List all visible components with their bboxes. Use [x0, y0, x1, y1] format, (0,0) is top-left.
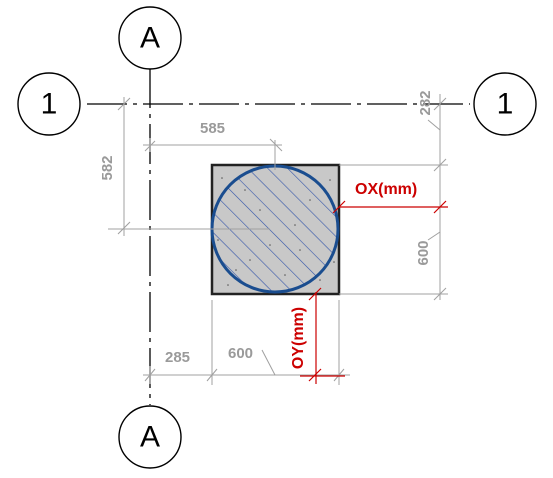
grid-label-1-right: 1: [497, 88, 514, 121]
dimension-right-chain: 282 600: [339, 90, 448, 301]
offset-ox: OX(mm): [332, 181, 448, 214]
dim-label-285: 285: [165, 349, 190, 366]
grid-bubble-a-top: A: [118, 6, 182, 70]
grid-label-a-top: A: [140, 22, 160, 55]
dim-label-582: 582: [99, 155, 116, 180]
column: [210, 163, 341, 296]
grid-bubble-1-right: 1: [473, 72, 537, 136]
grid-label-1-left: 1: [41, 88, 58, 121]
dimension-582: 582: [99, 97, 270, 236]
dim-label-600-horizontal: 600: [228, 345, 253, 362]
dimension-585: 585: [143, 120, 283, 170]
dim-label-600-vertical: 600: [415, 240, 432, 265]
grid-label-a-bottom: A: [140, 421, 160, 454]
ox-label: OX(mm): [355, 181, 417, 198]
oy-label: OY(mm): [290, 307, 307, 369]
grid-bubble-a-bottom: A: [118, 405, 182, 469]
dim-label-585: 585: [200, 120, 225, 137]
dim-label-282: 282: [417, 90, 434, 115]
dimension-bottom-chain: 285 600: [143, 300, 350, 385]
offset-oy: OY(mm): [290, 287, 345, 384]
grid-bubble-1-left: 1: [17, 72, 81, 136]
